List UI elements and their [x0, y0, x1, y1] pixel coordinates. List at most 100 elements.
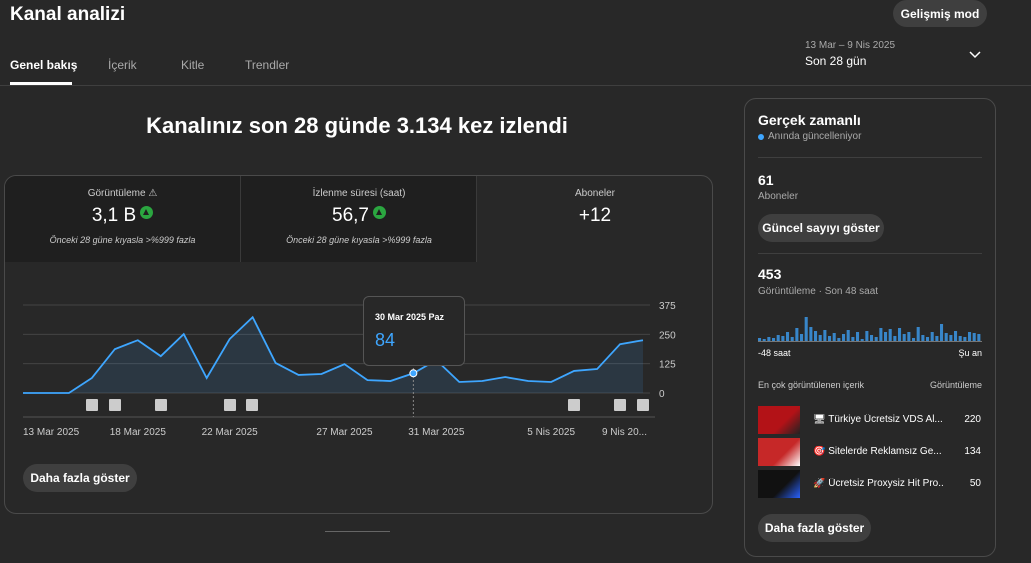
- sparkline-bar: [926, 337, 930, 341]
- metric-views[interactable]: Görüntüleme ⚠ 3,1 B Önceki 28 güne kıyas…: [5, 176, 240, 262]
- sparkline-bar: [842, 334, 846, 341]
- views-chart: 0 125 250 375 13 Mar 2025 18 Mar 2025 22 Mar 2…: [23, 301, 676, 438]
- sparkline-bar: [762, 339, 766, 341]
- video-views: 134: [964, 446, 981, 457]
- tab-underline: [10, 82, 72, 85]
- show-count-button[interactable]: Güncel sayıyı göster: [758, 214, 884, 242]
- sparkline-bar: [944, 333, 948, 341]
- realtime-sparkline: [758, 317, 982, 342]
- metric-watch-time[interactable]: İzlenme süresi (saat) 56,7 Önceki 28 gün…: [240, 176, 477, 262]
- sparkline-bar: [958, 336, 962, 341]
- advanced-mode-button[interactable]: Gelişmiş mod: [893, 0, 987, 27]
- thumbnail[interactable]: [758, 406, 800, 434]
- metric-note: Önceki 28 güne kıyasla >%999 fazla: [49, 235, 196, 245]
- sparkline-bar: [776, 335, 780, 341]
- y-tick-label: 250: [659, 330, 676, 341]
- sparkline-bar: [907, 332, 911, 341]
- realtime-title: Gerçek zamanlı: [758, 112, 861, 128]
- thumbnail[interactable]: [758, 438, 800, 466]
- sparkline-start: -48 saat: [758, 348, 791, 358]
- sparkline-bar: [837, 338, 841, 341]
- x-tick-label: 9 Nis 20...: [602, 427, 647, 438]
- sparkline-bar: [814, 331, 818, 341]
- video-title[interactable]: 🖥 Türkiye Ücretsiz VDS Al...: [813, 414, 943, 425]
- thumbnail[interactable]: [758, 470, 800, 498]
- sparkline-bar: [963, 337, 967, 341]
- sparkline-bar: [767, 337, 771, 341]
- y-tick-label: 0: [659, 389, 665, 400]
- video-views: 220: [964, 414, 981, 425]
- x-tick-label: 27 Mar 2025: [316, 427, 373, 438]
- sparkline-bar: [893, 336, 897, 341]
- x-tick-label: 18 Mar 2025: [110, 427, 167, 438]
- realtime-subtitle: Anında güncelleniyor: [768, 131, 862, 142]
- y-tick-label: 375: [659, 301, 676, 312]
- realtime-more-button[interactable]: Daha fazla göster: [758, 514, 871, 542]
- video-markers: [86, 399, 649, 411]
- sparkline-bar: [972, 333, 976, 341]
- sparkline-bar: [804, 317, 808, 341]
- metric-value: +12: [578, 205, 612, 226]
- more-button[interactable]: Daha fazla göster: [23, 464, 137, 492]
- top-content-column: Görüntüleme: [929, 380, 982, 390]
- sparkline-bar: [954, 331, 958, 341]
- sparkline-end: Şu an: [958, 348, 982, 358]
- realtime-card: [744, 98, 996, 557]
- video-views: 50: [969, 478, 981, 489]
- sparkline-bar: [851, 337, 855, 341]
- line-area: [23, 317, 643, 393]
- view-label: Görüntüleme · Son 48 saat: [758, 286, 879, 297]
- view-count: 453: [758, 266, 782, 282]
- tooltip: 30 Mar 2025 Paz 84: [363, 296, 465, 366]
- subscriber-label: Aboneler: [758, 191, 799, 202]
- sparkline-bar: [912, 338, 916, 341]
- sparkline-bar: [940, 324, 944, 341]
- live-dot: [758, 134, 764, 140]
- metric-value: 3,1 B: [91, 205, 137, 226]
- chevron-icon[interactable]: [969, 50, 981, 60]
- sparkline-bar: [828, 336, 832, 341]
- sparkline-bar: [921, 335, 925, 341]
- sparkline-bar: [902, 334, 906, 341]
- sparkline-bar: [795, 328, 799, 341]
- sparkline-bar: [916, 327, 920, 341]
- sparkline-bar: [800, 334, 804, 341]
- hover-point: [409, 369, 418, 378]
- metric-note: Önceki 28 güne kıyasla >%999 fazla: [286, 235, 432, 245]
- page-title: Kanal analizi: [10, 4, 126, 25]
- metric-label: Görüntüleme: [87, 188, 146, 199]
- metric-value: 56,7: [332, 205, 369, 226]
- sparkline-bar: [781, 336, 785, 341]
- subscriber-count: 61: [758, 172, 774, 188]
- sparkline-bar: [977, 334, 981, 341]
- video-title[interactable]: 🚀 Ücretsiz Proxysiz Hit Pro...: [813, 478, 943, 489]
- overview-card: Görüntüleme ⚠ 3,1 B Önceki 28 güne kıyas…: [4, 175, 713, 514]
- sparkline-bar: [898, 328, 902, 341]
- sparkline-bar: [790, 337, 794, 341]
- tab[interactable]: Kitle: [181, 58, 205, 72]
- tooltip-value: 84: [375, 330, 396, 350]
- tab[interactable]: Genel bakış: [10, 58, 78, 72]
- sparkline-bar: [870, 335, 874, 341]
- line: [23, 315, 644, 394]
- video-title[interactable]: 🎯 Sitelerde Reklamsız Ge...: [813, 446, 942, 457]
- sparkline-bar: [846, 330, 850, 341]
- sparkline-bar: [856, 332, 860, 341]
- divider: [0, 85, 1031, 86]
- tab[interactable]: İçerik: [108, 58, 137, 72]
- sparkline-bar: [879, 328, 883, 341]
- divider: [758, 157, 982, 158]
- x-tick-label: 31 Mar 2025: [408, 427, 465, 438]
- tooltip-date: 30 Mar 2025 Paz: [375, 312, 445, 322]
- sparkline-bar: [865, 331, 869, 341]
- sparkline-bar: [935, 336, 939, 341]
- date-range-label[interactable]: Son 28 gün: [805, 54, 867, 68]
- sparkline-bar: [884, 332, 888, 341]
- x-tick-label: 13 Mar 2025: [23, 427, 80, 438]
- tab[interactable]: Trendler: [245, 58, 290, 72]
- sparkline-bar: [949, 335, 953, 341]
- sparkline-bar: [888, 329, 892, 341]
- metric-subscribers[interactable]: Aboneler +12: [476, 176, 712, 262]
- date-range: 13 Mar – 9 Nis 2025: [805, 40, 896, 51]
